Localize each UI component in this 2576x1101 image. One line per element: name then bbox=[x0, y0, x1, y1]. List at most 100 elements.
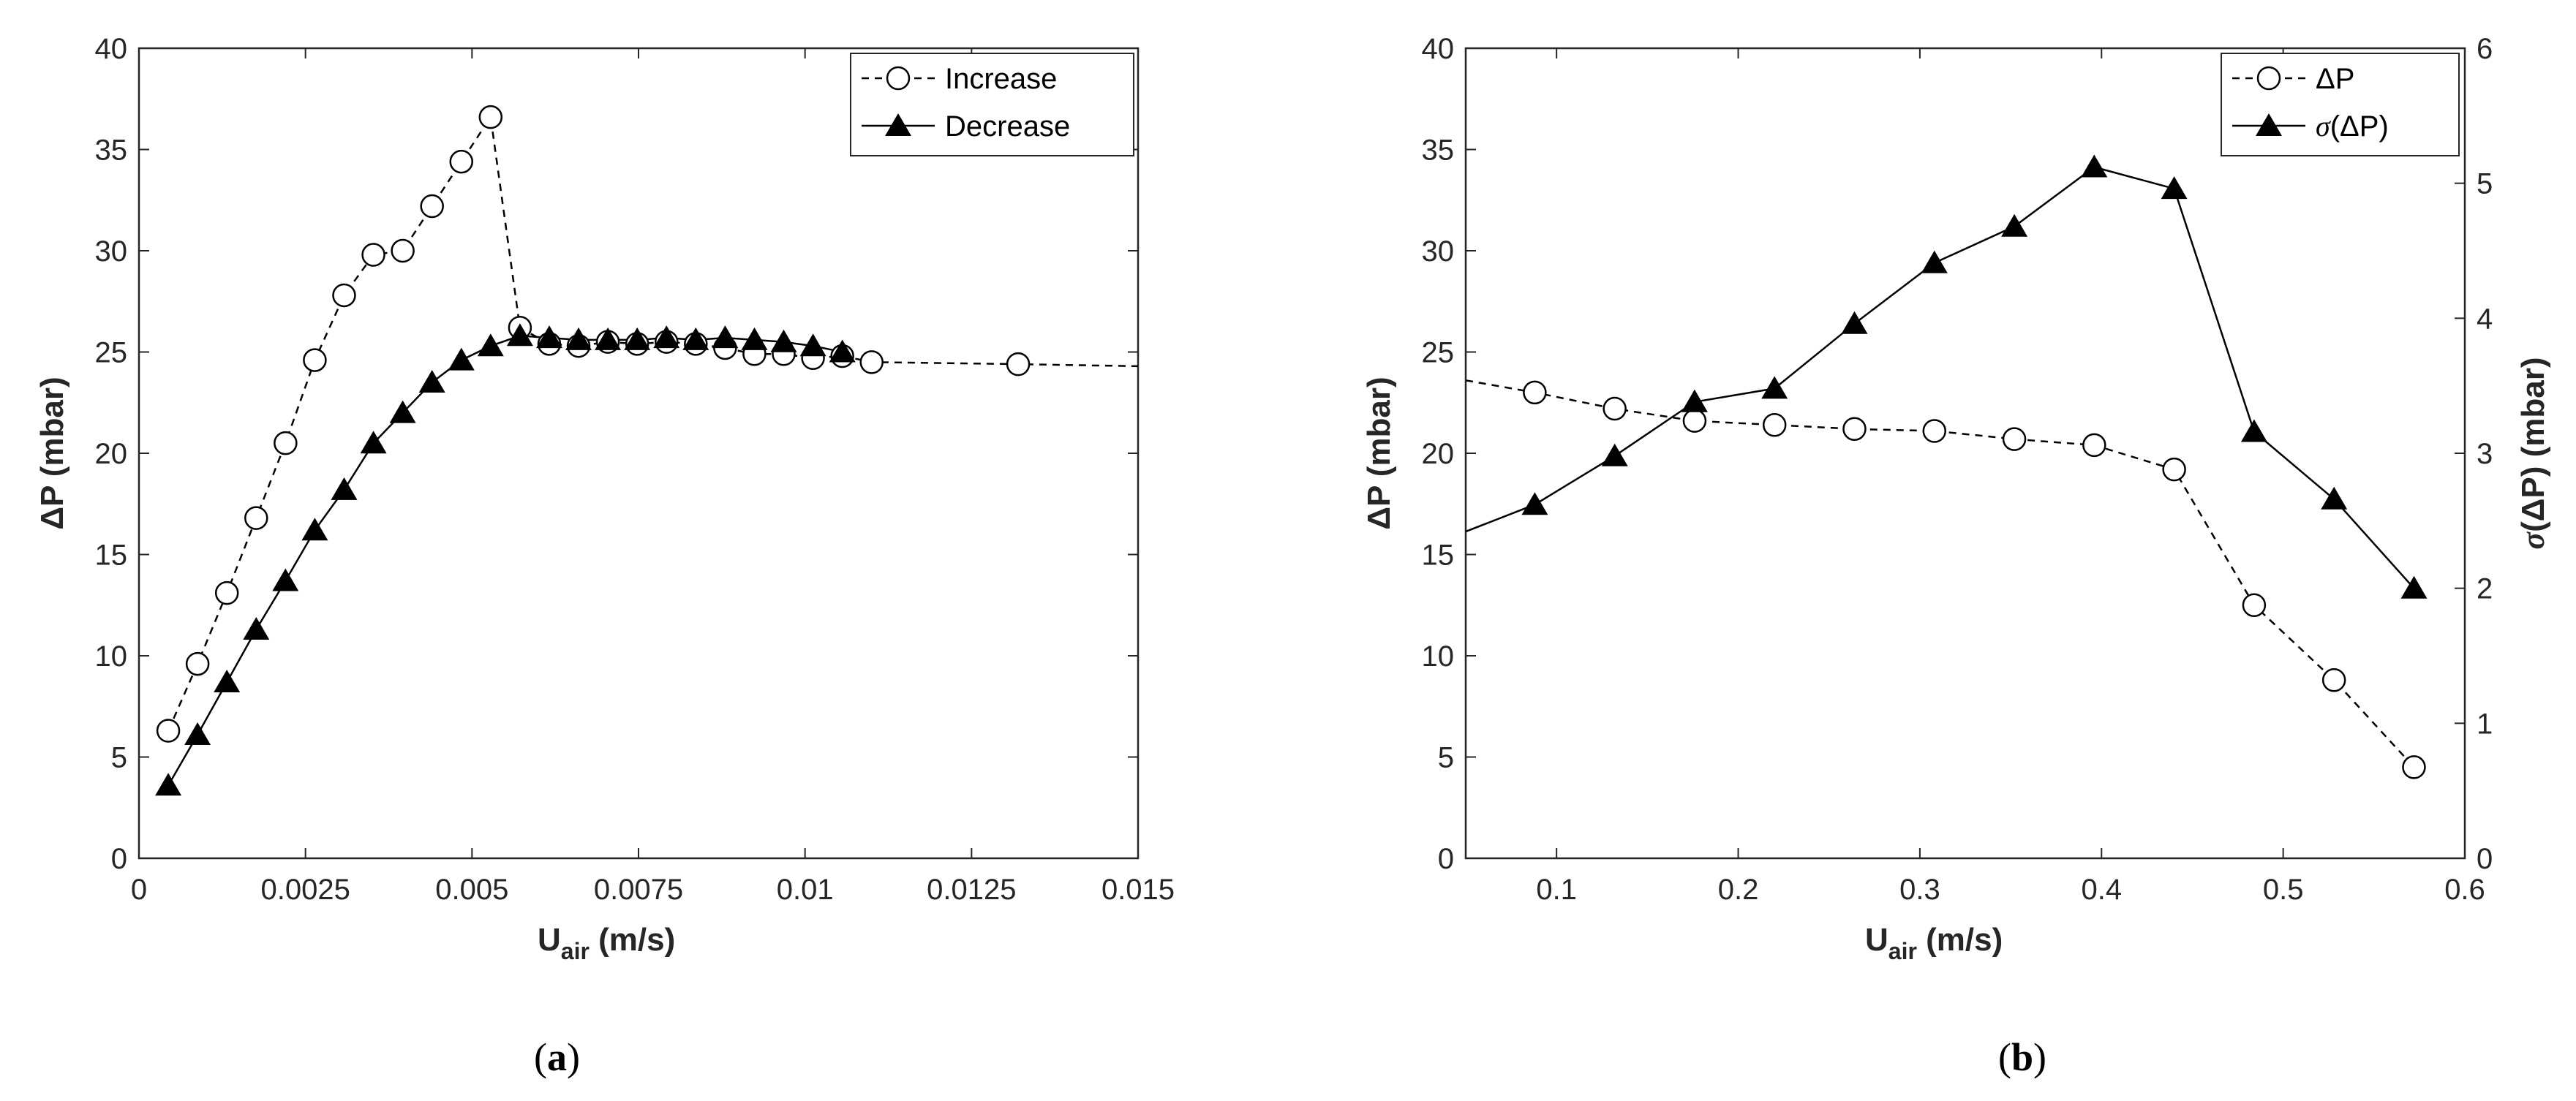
x-tick-label-b-1: 0.2 bbox=[1718, 874, 1759, 906]
point-b-1-0 bbox=[1521, 492, 1548, 515]
x-tick-label-b-5: 0.6 bbox=[2444, 874, 2485, 906]
point-a-1-22 bbox=[799, 333, 826, 357]
point-b-1-1 bbox=[1601, 443, 1628, 466]
y-right-tick-label-b-3: 3 bbox=[2477, 438, 2493, 470]
x-tick-label-b-0: 0.1 bbox=[1536, 874, 1577, 906]
point-a-1-14 bbox=[565, 327, 592, 350]
point-b-0-6 bbox=[2002, 427, 2027, 451]
legend-b: ΔP σ(ΔP) bbox=[2221, 53, 2460, 156]
point-b-0-8 bbox=[2162, 457, 2186, 482]
y-axis-label-a: ΔP (mbar) bbox=[34, 377, 70, 529]
x-tick-label-a-1: 0.0025 bbox=[260, 874, 350, 906]
series-markers-b bbox=[1521, 154, 2428, 779]
legend-label-dp: ΔP bbox=[2316, 63, 2354, 95]
point-a-0-24 bbox=[859, 350, 884, 374]
y-tick-label-b-3: 15 bbox=[1422, 540, 1455, 572]
x-axis-label-a: Uair (m/s) bbox=[538, 922, 675, 964]
point-b-0-0 bbox=[1523, 380, 1547, 405]
point-a-0-11 bbox=[478, 105, 503, 129]
y-axis-label-b-right: σ(ΔP) (mbar) bbox=[2515, 357, 2551, 549]
chart-panel-a: 0 0.0025 0.005 0.0075 0.01 0.0125 0.015 0 5 10 15 2… bbox=[34, 33, 1175, 1079]
y-tick-label-a-8: 40 bbox=[95, 33, 128, 65]
x-axis-label-a-main: U bbox=[538, 922, 561, 958]
y-right-tick-label-b-4: 4 bbox=[2477, 303, 2493, 335]
point-a-1-13 bbox=[536, 325, 562, 349]
x-tick-label-a-0: 0 bbox=[131, 874, 147, 906]
point-a-1-4 bbox=[272, 568, 299, 591]
point-b-1-4 bbox=[1841, 311, 1868, 334]
point-b-0-11 bbox=[2402, 755, 2426, 779]
legend-marker-sigma bbox=[2256, 113, 2282, 136]
point-a-0-5 bbox=[303, 348, 327, 372]
panel-label-a: (a) bbox=[534, 1035, 580, 1079]
legend-label-decrease: Decrease bbox=[945, 110, 1070, 143]
y-tick-label-a-6: 30 bbox=[95, 235, 128, 268]
point-a-1-18 bbox=[682, 327, 709, 350]
legend-label-increase: Increase bbox=[945, 63, 1057, 95]
point-a-0-6 bbox=[332, 283, 356, 308]
point-b-1-2 bbox=[1681, 389, 1708, 412]
x-axis-label-a-sub: air bbox=[561, 938, 590, 964]
panel-label-b-letter: b bbox=[2011, 1035, 2033, 1079]
y-tick-label-b-5: 25 bbox=[1422, 337, 1455, 369]
point-a-1-23 bbox=[829, 339, 856, 363]
x-axis-label-b-unit: (m/s) bbox=[1917, 922, 2003, 958]
legend-a: Increase Decrease bbox=[850, 53, 1134, 156]
panel-label-b: (b) bbox=[1998, 1035, 2046, 1079]
y-tick-label-a-2: 10 bbox=[95, 640, 128, 673]
plot-area-b bbox=[1464, 47, 2466, 860]
y-tick-label-b-0: 0 bbox=[1438, 843, 1454, 875]
y-tick-label-b-1: 5 bbox=[1438, 742, 1454, 774]
x-tick-label-a-4: 0.01 bbox=[777, 874, 834, 906]
point-a-1-5 bbox=[301, 518, 328, 541]
point-a-0-1 bbox=[185, 651, 210, 676]
x-axis-label-a-unit: (m/s) bbox=[590, 922, 675, 958]
legend-label-sigma: σ(ΔP) bbox=[2316, 110, 2389, 143]
y-axis-label-b-right-rest: (ΔP) (mbar) bbox=[2515, 357, 2551, 531]
point-a-1-16 bbox=[624, 327, 651, 350]
x-tick-label-b-2: 0.3 bbox=[1899, 874, 1940, 906]
y-right-tick-label-b-1: 1 bbox=[2477, 708, 2493, 740]
point-a-0-8 bbox=[391, 238, 415, 263]
chart-panel-b: 0.1 0.2 0.3 0.4 0.5 0.60510152025303540012345… bbox=[1361, 33, 2551, 1079]
plot-area-a bbox=[138, 47, 1140, 860]
legend-marker-increase bbox=[886, 66, 911, 91]
panel-label-a-letter: a bbox=[547, 1035, 567, 1079]
point-b-1-11 bbox=[2400, 575, 2428, 599]
point-a-0-2 bbox=[214, 580, 239, 605]
point-b-1-9 bbox=[2240, 419, 2267, 442]
y-right-tick-label-b-2: 2 bbox=[2477, 573, 2493, 605]
y-tick-label-a-7: 35 bbox=[95, 135, 128, 167]
point-a-1-17 bbox=[653, 325, 680, 349]
x-axis-label-b: Uair (m/s) bbox=[1865, 922, 2003, 964]
y-tick-label-b-2: 10 bbox=[1422, 640, 1455, 673]
x-tick-label-a-3: 0.0075 bbox=[594, 874, 683, 906]
point-a-1-7 bbox=[360, 431, 387, 454]
y-tick-label-a-1: 5 bbox=[111, 742, 127, 774]
x-tick-label-b-3: 0.4 bbox=[2081, 874, 2122, 906]
point-a-1-0 bbox=[155, 773, 182, 796]
point-b-1-3 bbox=[1761, 376, 1788, 399]
point-b-0-2 bbox=[1682, 409, 1707, 433]
point-b-0-10 bbox=[2321, 667, 2346, 692]
y-tick-label-a-5: 25 bbox=[95, 337, 128, 369]
y-tick-label-b-7: 35 bbox=[1422, 135, 1455, 167]
point-b-1-8 bbox=[2161, 176, 2188, 200]
point-b-0-3 bbox=[1762, 412, 1787, 437]
y-right-tick-label-b-0: 0 bbox=[2477, 843, 2493, 875]
point-a-1-6 bbox=[331, 477, 358, 500]
point-a-1-15 bbox=[595, 327, 622, 350]
tick-group-a: 0 0.0025 0.005 0.0075 0.01 0.0125 0.015 0 5 10 15 2… bbox=[95, 33, 1175, 906]
series-markers-a bbox=[155, 105, 1031, 796]
point-b-1-10 bbox=[2321, 486, 2348, 510]
point-a-1-10 bbox=[448, 347, 475, 371]
point-b-0-9 bbox=[2242, 593, 2267, 617]
point-a-1-19 bbox=[712, 325, 739, 349]
legend-label-sigma-rest: (ΔP) bbox=[2330, 110, 2389, 143]
point-b-0-7 bbox=[2082, 433, 2106, 458]
legend-marker-decrease bbox=[885, 113, 911, 136]
y-tick-label-a-4: 20 bbox=[95, 438, 128, 470]
point-a-1-20 bbox=[741, 327, 768, 350]
x-tick-label-a-5: 0.0125 bbox=[927, 874, 1016, 906]
point-a-1-3 bbox=[243, 617, 270, 640]
